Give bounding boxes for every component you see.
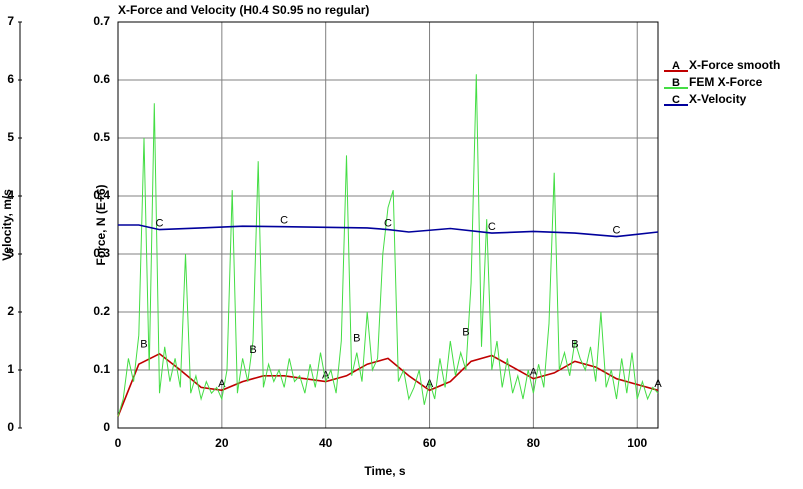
y-tick-label: 0.1 xyxy=(93,362,110,376)
legend-label: X-Force smooth xyxy=(689,58,780,72)
legend-marker: A xyxy=(672,60,680,72)
chart-title: X-Force and Velocity (H0.4 S0.95 no regu… xyxy=(118,3,369,17)
y2-tick-label: 2 xyxy=(7,304,14,318)
y2-axis-label: Velocity, m/s xyxy=(0,189,14,261)
series-marker: C xyxy=(612,225,620,237)
series-line xyxy=(118,224,659,238)
legend-marker: B xyxy=(672,77,680,89)
legend-label: FEM X-Force xyxy=(689,75,763,89)
y-tick-label: 0.3 xyxy=(93,246,110,260)
y-axis-label: Force, N (E+6) xyxy=(94,184,108,265)
y-tick-label: 0.5 xyxy=(93,130,110,144)
y-tick-label: 0.4 xyxy=(93,188,110,202)
series-marker: A xyxy=(530,367,538,379)
series-marker: C xyxy=(280,215,288,227)
y2-tick-label: 7 xyxy=(7,14,14,28)
x-tick-label: 40 xyxy=(319,436,333,450)
x-tick-label: 80 xyxy=(527,436,541,450)
series-marker: A xyxy=(322,370,330,382)
x-tick-label: 100 xyxy=(627,436,647,450)
y2-tick-label: 6 xyxy=(7,72,14,86)
series-marker: B xyxy=(462,327,469,339)
legend-label: X-Velocity xyxy=(689,92,747,106)
series-marker: C xyxy=(488,221,496,233)
series-line xyxy=(117,74,659,417)
series-marker: A xyxy=(218,378,226,390)
y2-tick-label: 5 xyxy=(7,130,14,144)
y2-tick-label: 4 xyxy=(7,188,14,202)
series-marker: B xyxy=(140,338,147,350)
y-tick-label: 0.2 xyxy=(93,304,110,318)
legend-marker: C xyxy=(672,94,680,106)
series-marker: B xyxy=(249,344,256,356)
series-marker: B xyxy=(571,338,578,350)
x-axis-label: Time, s xyxy=(364,464,405,478)
y-tick-label: 0 xyxy=(103,420,110,434)
y2-tick-label: 0 xyxy=(7,420,14,434)
series-line xyxy=(117,352,659,417)
x-tick-label: 20 xyxy=(215,436,229,450)
y2-tick-label: 3 xyxy=(7,246,14,260)
x-tick-label: 60 xyxy=(423,436,437,450)
x-tick-label: 0 xyxy=(115,436,122,450)
y-tick-label: 0.7 xyxy=(93,14,110,28)
y-tick-label: 0.6 xyxy=(93,72,110,86)
series-marker: B xyxy=(353,333,360,345)
y2-tick-label: 1 xyxy=(7,362,14,376)
series-marker: C xyxy=(156,218,164,230)
series-marker: C xyxy=(384,218,392,230)
series-marker: A xyxy=(654,378,662,390)
